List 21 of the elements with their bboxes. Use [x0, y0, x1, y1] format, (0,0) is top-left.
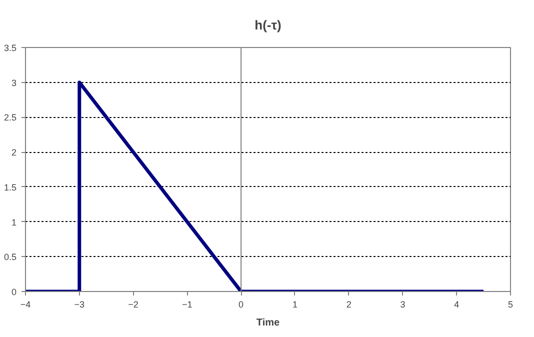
x-tick-label: −3	[74, 300, 85, 310]
y-tick-label: 0	[11, 287, 17, 297]
x-tick-label: 0	[238, 300, 244, 310]
x-tick-label: 4	[454, 300, 460, 310]
y-tick-label: 1	[11, 217, 17, 228]
y-tick-label: 1.5	[4, 182, 17, 192]
x-tick-label: −1	[182, 300, 192, 310]
x-axis-title: Time	[256, 318, 280, 328]
line-series	[26, 80, 486, 292]
y-tick-label: 3	[11, 78, 17, 88]
y-tick-label: 2	[11, 148, 17, 158]
y-tick-label: 0.5	[4, 252, 17, 262]
x-tick-label: −2	[128, 300, 138, 310]
y-tick-label: 2.5	[4, 112, 17, 123]
x-tick-label: −4	[20, 300, 31, 310]
chart-title: h(-τ)	[254, 18, 282, 32]
x-tick-label: 3	[400, 300, 406, 310]
y-tick-label: 3.5	[4, 43, 17, 53]
x-tick-label: 1	[292, 300, 298, 310]
x-tick-label: 2	[346, 300, 352, 310]
x-tick-label: 5	[508, 300, 514, 310]
